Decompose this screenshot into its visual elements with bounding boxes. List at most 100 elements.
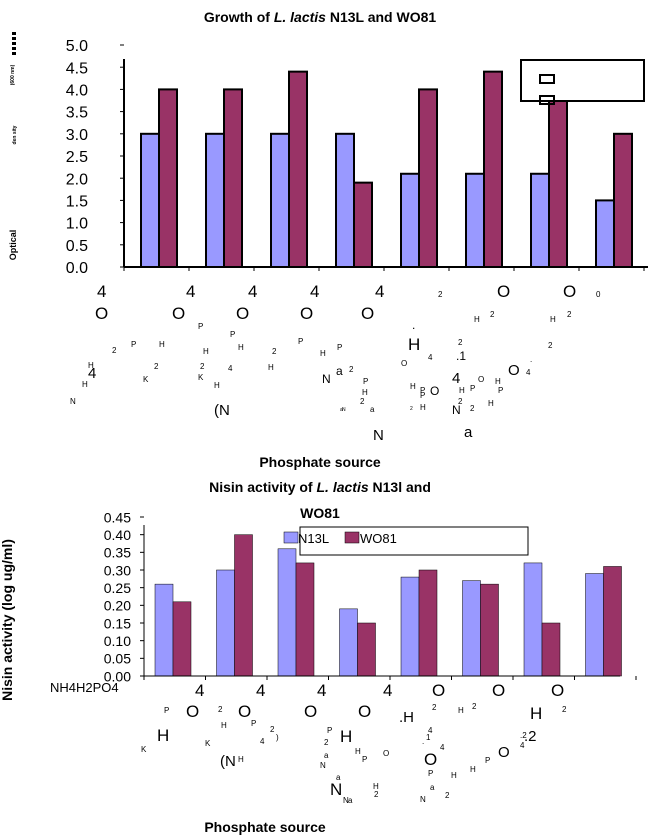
svg-text:H: H	[470, 765, 476, 774]
svg-text:H: H	[214, 381, 220, 390]
svg-text:O: O	[236, 304, 249, 323]
svg-text:H: H	[495, 377, 501, 386]
svg-text:a: a	[340, 407, 343, 413]
nisin-first-category-label: NH4H2PO4	[50, 680, 119, 695]
growth-legend	[520, 59, 645, 105]
svg-text:O: O	[432, 681, 445, 700]
svg-text:4: 4	[428, 353, 433, 362]
svg-text:H: H	[488, 399, 494, 408]
growth-y-tick-label: 0.0	[66, 260, 88, 277]
svg-text:O: O	[358, 702, 371, 721]
svg-text:4: 4	[260, 737, 265, 746]
svg-text:H: H	[362, 388, 368, 397]
growth-bar-2-7	[548, 88, 568, 269]
svg-text:P: P	[485, 756, 490, 765]
growth-x-axis-ticks	[123, 267, 645, 271]
growth-bar-2-5	[418, 88, 438, 269]
nisin-bar-1-2	[216, 569, 235, 677]
growth-bar-1-2	[205, 132, 225, 268]
growth-legend-swatch-2	[539, 95, 555, 105]
svg-text:4: 4	[310, 282, 319, 301]
nisin-y-tick-label: 0.30	[104, 562, 131, 578]
nisin-y-tick-label: 0.35	[104, 545, 131, 561]
growth-bar-2-1	[158, 88, 178, 269]
svg-text:O: O	[238, 702, 251, 721]
svg-text:4: 4	[526, 368, 531, 377]
svg-text:N: N	[70, 397, 76, 406]
svg-text:.1: .1	[456, 349, 466, 363]
svg-text:P: P	[337, 343, 342, 352]
svg-text:4: 4	[440, 743, 445, 752]
svg-text:4: 4	[97, 282, 106, 301]
growth-bar-2-8	[613, 132, 633, 268]
nisin-y-tick-label: 0.15	[104, 615, 131, 631]
svg-text:2: 2	[445, 791, 450, 800]
svg-text:2: 2	[458, 338, 463, 347]
svg-text:P: P	[327, 726, 332, 735]
nisin-bar-1-1	[154, 583, 174, 677]
svg-text:O: O	[498, 744, 510, 761]
growth-bar-1-7	[530, 172, 550, 268]
svg-text:.H: .H	[399, 709, 414, 726]
svg-text:H: H	[459, 386, 465, 395]
svg-text:2: 2	[458, 397, 463, 406]
svg-text:4: 4	[256, 681, 265, 700]
svg-text:H: H	[408, 335, 420, 354]
svg-text:H: H	[203, 347, 209, 356]
svg-text:1: 1	[426, 733, 431, 742]
svg-text:a: a	[336, 364, 343, 378]
svg-text:N: N	[452, 403, 461, 417]
svg-text:4: 4	[228, 364, 233, 373]
growth-chart-title: Growth of L. lactis N13L and WO81	[204, 9, 437, 25]
nisin-legend-swatch-wo81	[344, 531, 360, 544]
svg-text:2: 2	[374, 790, 379, 799]
svg-text:2: 2	[410, 406, 413, 412]
svg-text:O: O	[300, 304, 313, 323]
svg-text:O: O	[551, 681, 564, 700]
svg-text:2: 2	[470, 404, 475, 413]
svg-text:O: O	[383, 749, 389, 758]
svg-text:P: P	[498, 386, 503, 395]
nisin-category-label-fragments: 4 O 4 O 4 O 4 O O O O P H K 2 H K P ) 4 …	[141, 681, 567, 805]
svg-text:2: 2	[490, 310, 495, 319]
svg-text:O: O	[95, 304, 108, 323]
nisin-y-tick-label: 0.40	[104, 527, 131, 543]
svg-text:K: K	[143, 375, 149, 384]
svg-text:2: 2	[432, 703, 437, 712]
svg-text:.: .	[530, 355, 532, 364]
svg-text:H: H	[373, 782, 379, 791]
growth-category-label-fragments: 4 O 4 O 4 O 4 O 4 O 2 O O 0 H . H 2 H 2 …	[70, 282, 601, 444]
svg-text:N: N	[320, 761, 326, 770]
svg-text:2: 2	[567, 310, 572, 319]
svg-text:H: H	[420, 403, 426, 412]
growth-ylabel-part-optical: Optical	[8, 230, 18, 261]
growth-bar-1-6	[465, 172, 485, 268]
nisin-y-tick-labels: 0.000.05 0.10 0.150.20 0.25 0.300.35 0.40 0.45	[104, 509, 144, 684]
svg-text:H: H	[340, 727, 352, 746]
svg-text:P: P	[362, 755, 367, 764]
growth-bar-1-4	[335, 132, 355, 268]
svg-text:.2: .2	[524, 728, 537, 745]
svg-text:O: O	[424, 750, 437, 769]
svg-text:P: P	[164, 706, 169, 715]
svg-text:H: H	[159, 340, 165, 349]
nisin-bar-2-2	[234, 534, 253, 677]
growth-y-tick-label: 3.0	[66, 127, 88, 144]
nisin-bar-1-6	[462, 580, 481, 677]
svg-text:2: 2	[548, 341, 553, 350]
svg-text:2: 2	[270, 725, 275, 734]
nisin-bar-2-3	[295, 562, 315, 677]
nisin-y-tick-label: 0.25	[104, 580, 131, 596]
svg-text:2: 2	[272, 347, 277, 356]
growth-bar-1-5	[400, 172, 420, 268]
svg-text:a: a	[430, 783, 435, 792]
nisin-bar-1-5	[400, 576, 420, 677]
nisin-legend: N13L WO81	[283, 526, 529, 556]
svg-text:): )	[276, 733, 279, 742]
nisin-x-axis-ticks	[143, 676, 637, 680]
growth-ylabel-part-density: den sity	[12, 125, 18, 144]
nisin-legend-label-n13l: N13L	[298, 531, 329, 546]
growth-y-tick-label: 4.0	[66, 82, 88, 99]
svg-text:H: H	[550, 315, 556, 324]
svg-text:P: P	[131, 340, 136, 349]
